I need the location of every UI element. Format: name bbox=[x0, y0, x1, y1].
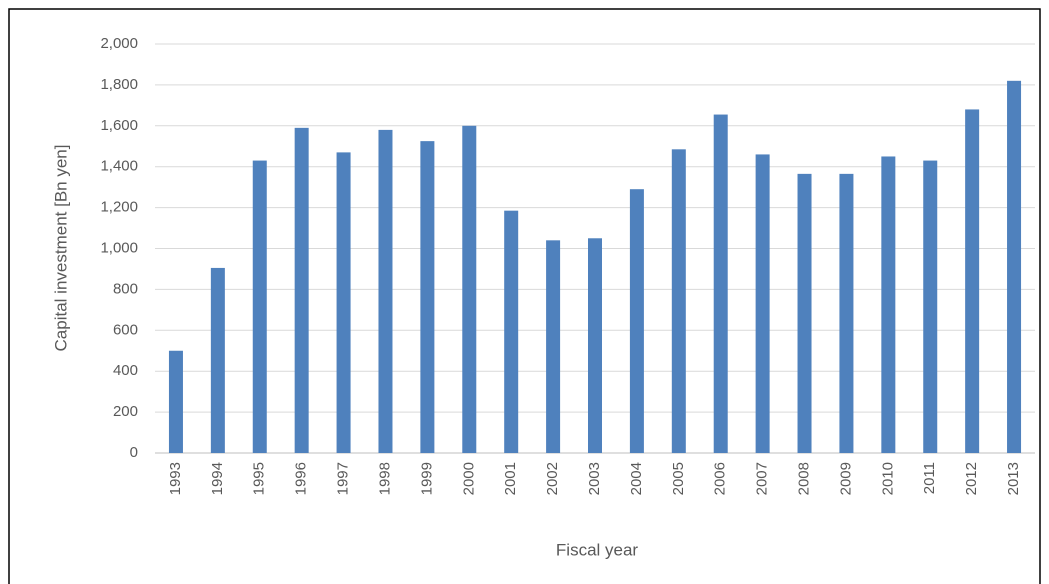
x-tick-label: 2010 bbox=[879, 462, 896, 495]
x-tick-label: 1999 bbox=[418, 462, 435, 495]
bar bbox=[168, 350, 183, 453]
x-axis-title: Fiscal year bbox=[556, 540, 639, 559]
bar bbox=[546, 240, 561, 453]
bar bbox=[420, 141, 435, 453]
bar bbox=[336, 152, 351, 453]
x-tick-label: 1994 bbox=[209, 462, 226, 495]
bar bbox=[797, 173, 812, 454]
y-tick-label: 800 bbox=[113, 280, 138, 297]
x-tick-label: 2000 bbox=[460, 462, 477, 495]
y-tick-label: 400 bbox=[113, 362, 138, 379]
x-tick-label: 2011 bbox=[921, 462, 938, 494]
x-tick-label: 2007 bbox=[754, 462, 771, 495]
x-tick-label: 1997 bbox=[335, 462, 352, 495]
bar bbox=[588, 238, 602, 453]
y-tick-label: 1,800 bbox=[100, 76, 138, 93]
x-tick-label: 1996 bbox=[293, 462, 310, 495]
x-tick-label: 2005 bbox=[670, 462, 687, 495]
y-tick-label: 1,400 bbox=[100, 158, 138, 175]
x-tick-label: 1995 bbox=[251, 462, 268, 495]
y-tick-label: 2,000 bbox=[100, 35, 138, 52]
x-tick-label: 1998 bbox=[376, 462, 393, 495]
bar bbox=[713, 114, 728, 454]
x-tick-label: 1993 bbox=[167, 462, 184, 495]
y-tick-label: 600 bbox=[113, 321, 138, 338]
x-tick-label: 2004 bbox=[628, 462, 645, 495]
bar bbox=[378, 129, 393, 453]
chart-frame bbox=[8, 8, 1041, 584]
y-tick-label: 200 bbox=[113, 403, 138, 420]
x-tick-label: 2002 bbox=[544, 462, 561, 495]
bar bbox=[504, 210, 519, 453]
x-tick-label: 2012 bbox=[963, 462, 980, 495]
y-tick-label: 1,600 bbox=[100, 117, 138, 134]
bar bbox=[210, 267, 225, 453]
bar bbox=[462, 125, 477, 454]
y-axis-title: Capital investment [Bn yen] bbox=[51, 145, 70, 352]
bar bbox=[1007, 80, 1022, 453]
bar bbox=[629, 189, 644, 453]
y-tick-label: 1,200 bbox=[100, 199, 138, 216]
y-tick-label: 1,000 bbox=[100, 239, 138, 256]
bar bbox=[755, 154, 770, 453]
bar bbox=[252, 160, 267, 453]
bar bbox=[294, 127, 309, 453]
y-tick-label: 0 bbox=[130, 444, 138, 461]
x-tick-label: 2008 bbox=[795, 462, 812, 495]
x-tick-label: 2013 bbox=[1005, 462, 1022, 495]
bar bbox=[881, 156, 896, 453]
bar bbox=[839, 173, 854, 454]
x-tick-label: 2006 bbox=[712, 462, 729, 495]
bar bbox=[923, 160, 938, 453]
x-tick-label: 2009 bbox=[837, 462, 854, 495]
bar bbox=[965, 109, 980, 453]
x-tick-label: 2001 bbox=[502, 462, 519, 495]
x-tick-label: 2003 bbox=[586, 462, 603, 495]
bar bbox=[671, 149, 686, 453]
